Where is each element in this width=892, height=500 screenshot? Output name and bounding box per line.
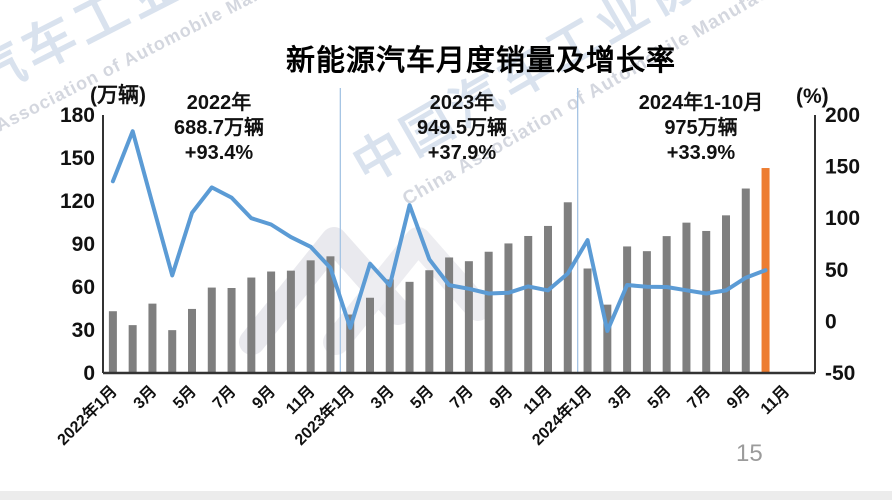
sales-bar <box>346 314 355 373</box>
sales-bar <box>425 270 434 373</box>
y-tick-label-left: 0 <box>83 362 95 385</box>
sales-bar <box>128 325 137 373</box>
left-axis-unit-label: (万辆) <box>90 84 146 107</box>
right-axis-unit-label: (%) <box>796 85 829 108</box>
annotation-2022-total: 2022年 688.7万辆 +93.4% <box>173 92 265 164</box>
slide-bottom-edge <box>0 491 892 500</box>
sales-bar <box>563 202 572 373</box>
sales-bar <box>741 188 750 373</box>
growth-rate-line <box>110 129 768 333</box>
annotation-2023-total: 2023年 949.5万辆 +37.9% <box>416 92 508 164</box>
y-tick-label-right: 150 <box>825 156 860 179</box>
x-tick-label: 7月 <box>684 382 714 412</box>
sales-bar <box>504 243 513 373</box>
x-tick-label: 7月 <box>446 382 476 412</box>
x-tick-label: 9月 <box>486 382 516 412</box>
x-tick-label: 11月 <box>520 382 556 418</box>
sales-bar <box>682 222 691 373</box>
y-tick-label-left: 180 <box>60 104 95 127</box>
chart-title: 新能源汽车月度销量及增长率 <box>285 45 677 78</box>
y-tick-label-right: 200 <box>825 104 860 127</box>
x-tick-label: 7月 <box>209 382 239 412</box>
sales-bar <box>583 268 592 373</box>
y-tick-label-left: 150 <box>60 147 95 170</box>
y-tick-label-left: 90 <box>72 233 95 256</box>
x-tick-label: 3月 <box>130 382 160 412</box>
sales-bar <box>544 225 552 373</box>
x-tick-label: 2022年1月 <box>53 381 121 449</box>
y-tick-label-left: 30 <box>72 319 95 342</box>
sales-bar <box>642 251 651 373</box>
sales-bar <box>306 260 315 373</box>
sales-bar <box>148 303 157 373</box>
x-tick-label: 9月 <box>723 382 753 412</box>
sales-bar <box>267 271 276 373</box>
x-tick-label: 5月 <box>644 382 674 412</box>
y-tick-label-right: 100 <box>825 207 860 230</box>
sales-bar <box>405 281 414 373</box>
sales-bar <box>385 279 394 373</box>
x-tick-label: 11月 <box>282 382 318 418</box>
sales-bar <box>188 308 196 373</box>
x-tick-label: 9月 <box>249 382 279 412</box>
y-tick-label-left: 60 <box>72 276 95 299</box>
sales-bar <box>445 257 454 373</box>
x-tick-label: 5月 <box>169 382 199 412</box>
sales-bar <box>603 304 612 373</box>
x-tick-label: 11月 <box>757 382 793 418</box>
y-tick-label-left: 120 <box>60 190 95 213</box>
sales-bar <box>702 230 711 373</box>
sales-bar <box>168 330 177 373</box>
sales-bar <box>286 270 295 373</box>
sales-bar <box>464 261 473 373</box>
sales-bar <box>108 311 117 373</box>
sales-bar <box>247 277 256 373</box>
sales-bar <box>623 246 632 373</box>
sales-bar <box>326 256 335 373</box>
x-tick-label: 3月 <box>367 382 397 412</box>
sales-bar <box>524 235 533 373</box>
y-tick-label-right: -50 <box>825 362 855 385</box>
sales-bar <box>722 215 730 373</box>
page-number: 15 <box>736 440 763 467</box>
y-tick-label-right: 0 <box>825 310 837 333</box>
sales-bar <box>227 288 236 373</box>
y-tick-label-right: 50 <box>825 259 848 282</box>
sales-bar <box>662 236 671 373</box>
x-tick-label: 3月 <box>605 382 635 412</box>
sales-bar <box>207 287 216 373</box>
x-tick-label: 5月 <box>407 382 437 412</box>
sales-bar <box>484 251 493 373</box>
sales-bar <box>366 297 374 373</box>
annotation-2024-total: 2024年1-10月 975万辆 +33.9% <box>638 92 764 164</box>
